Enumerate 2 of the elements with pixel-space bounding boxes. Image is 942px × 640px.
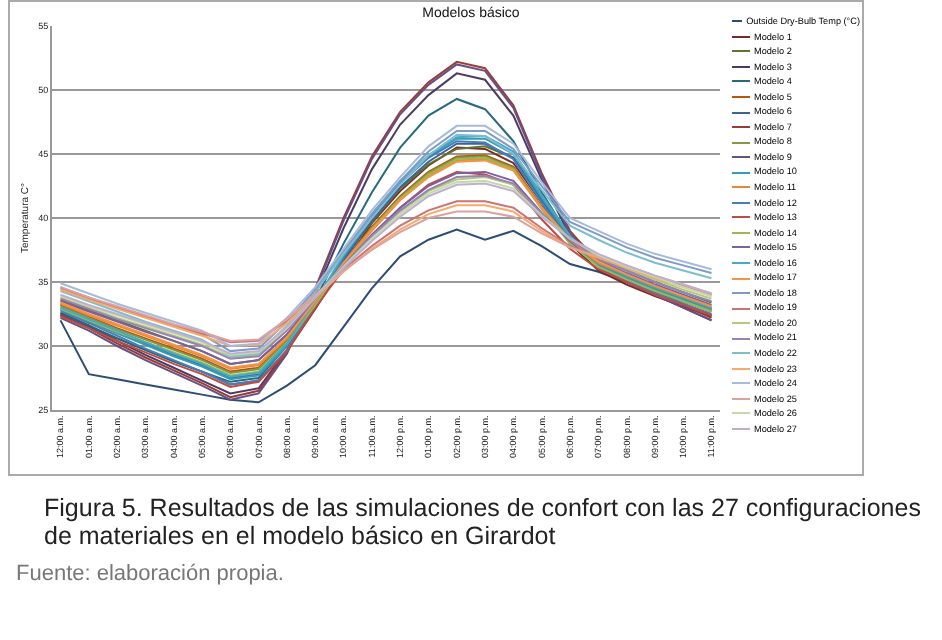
text: Figura 5. Resultados de las simulaciones de confort con las 27 configuraciones de materiales en el modelo básico en Girardot [42, 494, 923, 550]
source-note: Fuente: elaboración propia. [16, 562, 286, 586]
